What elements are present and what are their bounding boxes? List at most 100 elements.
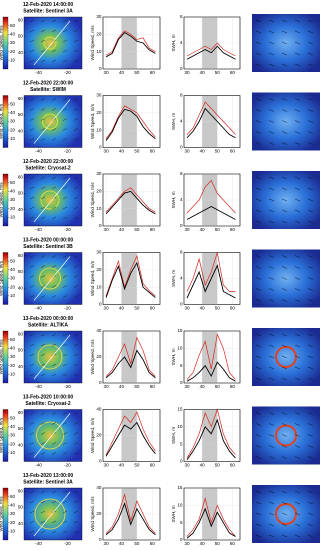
wind-arrow (40, 412, 46, 415)
panel-satellite: Satellite: Sentinel 3A (23, 479, 73, 485)
plot-frame (183, 95, 241, 148)
image-arrow (268, 412, 275, 415)
x-tick-label: 60 (230, 384, 236, 389)
y-axis-label: Wind Speed, m/s (90, 103, 95, 139)
image-arrow (294, 63, 301, 67)
image-arrow (307, 423, 314, 426)
y-tick-label: 20 (96, 354, 102, 359)
image-arrow (281, 423, 288, 426)
colorbar-tick-label: 50 (10, 101, 16, 106)
wind-arrow (62, 128, 68, 131)
wind-arrow (62, 452, 68, 455)
colorbar-tick-label: 30 (10, 433, 16, 438)
wind-arrow (40, 432, 46, 435)
wind-arrow (29, 216, 35, 220)
image-arrow (294, 423, 301, 426)
wind-map (23, 330, 83, 384)
image-arrow (268, 63, 275, 67)
image-arrow (281, 512, 288, 516)
map-x-tick-label: -40 (35, 149, 42, 154)
wind-arrow (29, 285, 35, 288)
wind-arrow (73, 442, 79, 445)
x-tick-label: 40 (200, 384, 206, 389)
image-arrow (268, 523, 275, 527)
y-tick-label: 15 (177, 485, 183, 490)
y-axis-label: SWH, m (171, 191, 176, 208)
image-arrow (294, 198, 301, 202)
x-tick-label: 40 (200, 227, 206, 232)
x-tick-label: 60 (150, 541, 156, 546)
panel-date: 12-Feb-2020 22:00:00 (23, 159, 74, 165)
y-tick-label: 20 (96, 511, 102, 516)
storm-contour (34, 498, 66, 530)
wind-arrow (73, 432, 79, 435)
image-arrow (281, 63, 288, 67)
wind-arrow (29, 138, 35, 141)
image-arrow (255, 209, 262, 213)
wind-arrow (62, 343, 68, 347)
map-y-tick-label: 50 (18, 191, 24, 196)
wind-arrow (40, 373, 46, 377)
wind-arrow (62, 295, 68, 298)
image-arrow (268, 98, 275, 101)
wind-arrow (40, 500, 46, 504)
colorbar-tick-label: 20 (10, 363, 16, 368)
colorbar-tick-label: 30 (10, 40, 16, 45)
image-arrow (281, 187, 288, 191)
wind-arrow (40, 363, 46, 367)
wind-arrow (73, 510, 79, 514)
x-tick-label: 30 (104, 541, 110, 546)
image-arrow (307, 490, 314, 494)
image-arrow (255, 98, 262, 101)
wind-arrow (29, 500, 35, 504)
wind-arrow (51, 216, 57, 220)
wind-arrow (62, 118, 68, 121)
map-x-tick-label: -20 (64, 149, 71, 154)
y-axis-label: Wind Speed, m/s (90, 417, 95, 453)
wind-arrow (40, 98, 46, 101)
wind-map (23, 173, 83, 227)
colorbar-tick-label: 50 (10, 494, 16, 499)
wind-arrow (51, 255, 57, 258)
y-tick-label: 30 (96, 171, 102, 176)
image-arrow (307, 344, 314, 348)
x-tick-label: 40 (119, 149, 125, 154)
image-arrow (307, 445, 314, 448)
image-arrow (268, 120, 275, 123)
y-tick-label: 10 (96, 49, 102, 54)
plot-frame (102, 409, 161, 462)
y-tick-label: 10 (96, 284, 102, 289)
colorbar-label: Wind Speed, m/s (0, 182, 4, 218)
storm-eye (275, 346, 297, 368)
wind-arrow (73, 353, 79, 357)
wind-arrow (62, 196, 68, 200)
x-tick-label: 30 (184, 384, 190, 389)
image-arrow (294, 142, 301, 145)
y-axis-label: Wind Speed, m/s (90, 25, 95, 61)
wind-arrow (73, 373, 79, 377)
image-arrow (268, 501, 275, 505)
wind-arrow (73, 216, 79, 220)
shaded-region (121, 252, 137, 305)
map-x-tick-label: -40 (35, 384, 42, 389)
track-line (33, 256, 71, 301)
wind-arrow (29, 333, 35, 337)
colorbar (2, 330, 9, 384)
panel-satellite: Satellite: Sentinel 3B (23, 244, 73, 250)
panel-date: 13-Feb-2020 10:00:00 (23, 394, 74, 400)
y-tick-label: 20 (96, 32, 102, 37)
wind-arrow (40, 530, 46, 534)
colorbar (2, 16, 9, 70)
image-arrow (307, 255, 314, 258)
data-line (186, 252, 236, 292)
x-tick-label: 50 (215, 463, 221, 468)
image-arrow (294, 176, 301, 180)
wind-arrow (40, 196, 46, 200)
colorbar-tick-label: 10 (10, 293, 16, 298)
wind-arrow (40, 216, 46, 220)
panel-date: 13-Feb-2020 13:00:00 (23, 473, 74, 479)
y-tick-label: 0 (99, 145, 102, 150)
wind-arrow (73, 19, 79, 23)
x-tick-label: 30 (184, 149, 190, 154)
